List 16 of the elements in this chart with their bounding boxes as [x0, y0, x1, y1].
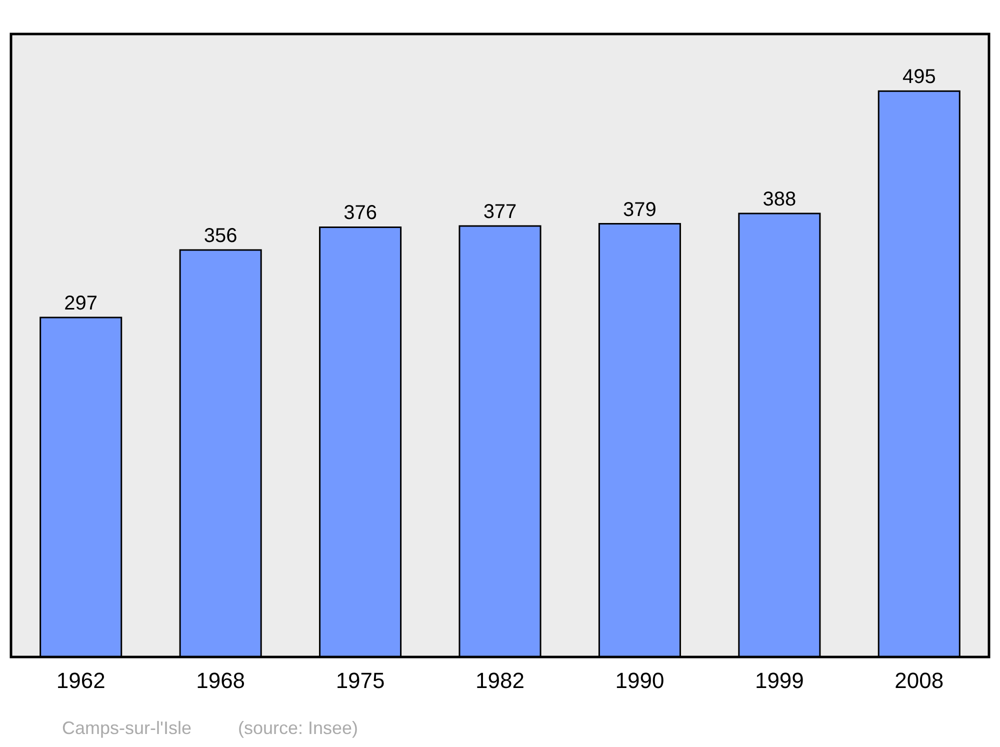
x-tick-label: 1962: [56, 668, 106, 693]
x-tick-label: 1990: [615, 668, 664, 693]
text: (source: Insee): [238, 718, 358, 738]
x-tick-label: 1975: [336, 668, 385, 693]
data-label: 379: [623, 198, 656, 221]
x-tick-label: 1999: [754, 668, 804, 693]
x-tick-label: 1982: [476, 668, 524, 693]
text: Camps-sur-l'Isle: [62, 718, 192, 738]
data-label: 376: [344, 202, 377, 224]
data-label: 495: [902, 66, 936, 88]
data-label: 297: [64, 292, 98, 314]
data-label: 356: [204, 225, 238, 248]
x-tick-label: 1968: [196, 668, 246, 693]
x-tick-label: 2008: [894, 668, 944, 693]
data-label: 388: [762, 188, 796, 210]
data-label: 377: [483, 201, 517, 224]
